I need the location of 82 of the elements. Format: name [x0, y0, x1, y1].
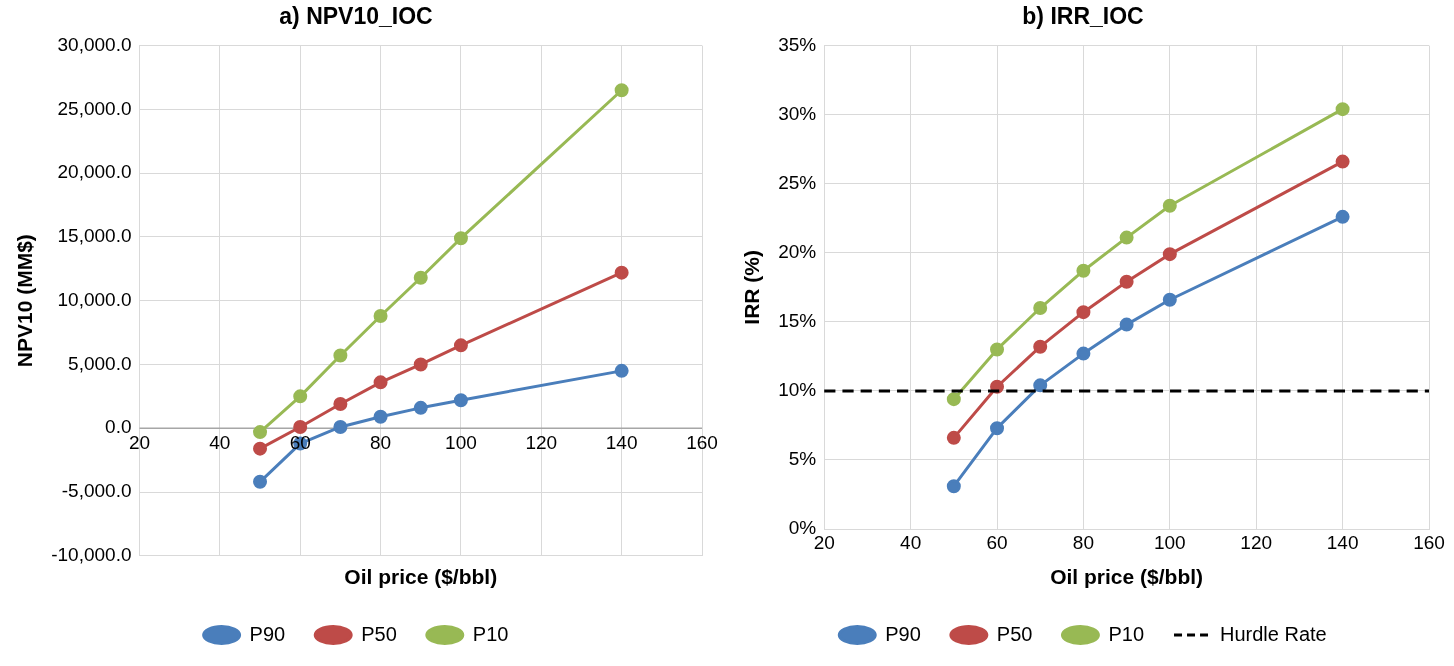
chart-title: a) NPV10_IOC — [279, 3, 433, 30]
legend-label: P10 — [1108, 622, 1145, 645]
x-axis-title: Oil price ($/bbl) — [1050, 565, 1204, 589]
x-tick-label: 60 — [986, 531, 1008, 553]
legend-label: P50 — [361, 622, 397, 645]
y-tick-label: 10% — [778, 379, 817, 401]
point — [1162, 198, 1177, 213]
y-axis-title: NPV10 (MM$) — [13, 234, 37, 368]
point — [1076, 305, 1091, 320]
point — [1119, 230, 1134, 245]
point — [614, 363, 629, 378]
y-tick-label: 20% — [778, 241, 817, 263]
x-tick-label: 120 — [525, 431, 558, 453]
point — [990, 421, 1005, 436]
y-tick-label: 25% — [778, 171, 817, 193]
point — [373, 375, 388, 390]
point — [614, 83, 629, 98]
point — [946, 430, 961, 445]
point — [373, 409, 388, 424]
y-tick-label: 5,000.0 — [68, 352, 132, 374]
point — [1033, 339, 1048, 354]
y-tick-label: 5% — [788, 448, 817, 470]
point — [946, 479, 961, 494]
point — [453, 338, 468, 353]
x-tick-label: 160 — [686, 431, 718, 453]
point — [1076, 346, 1091, 361]
point — [1119, 317, 1134, 332]
point — [333, 397, 348, 412]
x-tick-label: 140 — [1326, 531, 1359, 553]
y-tick-label: 35% — [778, 33, 817, 55]
y-tick-label: -5,000.0 — [61, 480, 132, 502]
legend-label: P50 — [996, 622, 1033, 645]
point — [1033, 301, 1048, 316]
legend-label: Hurdle Rate — [1220, 622, 1327, 645]
point — [990, 342, 1005, 357]
point — [413, 357, 428, 372]
y-axis-title: IRR (%) — [740, 249, 764, 325]
legend-label: P90 — [249, 622, 286, 645]
point — [373, 309, 388, 324]
y-tick-label: 25,000.0 — [57, 97, 132, 119]
y-tick-label: 15% — [778, 310, 817, 332]
point — [253, 474, 268, 489]
point — [293, 419, 308, 434]
point — [1076, 263, 1091, 278]
point — [253, 441, 268, 456]
x-tick-label: 80 — [369, 431, 392, 453]
x-tick-label: 80 — [1072, 531, 1094, 553]
y-tick-label: -10,000.0 — [51, 544, 132, 566]
x-tick-label: 120 — [1240, 531, 1273, 553]
y-tick-label: 20,000.0 — [57, 161, 132, 183]
point — [1162, 247, 1177, 262]
point — [453, 393, 468, 408]
x-tick-label: 40 — [209, 431, 231, 453]
point — [614, 265, 629, 280]
point — [1335, 209, 1350, 224]
point — [453, 231, 468, 246]
x-tick-label: 100 — [1153, 531, 1186, 553]
point — [1335, 102, 1350, 117]
y-tick-label: 10,000.0 — [57, 288, 132, 310]
y-tick-label: 30,000.0 — [57, 33, 132, 55]
point — [946, 392, 961, 407]
x-tick-label: 160 — [1413, 531, 1445, 553]
point — [333, 419, 348, 434]
point — [413, 400, 428, 415]
chart-title: b) IRR_IOC — [1022, 3, 1144, 30]
point — [1335, 154, 1350, 169]
point — [1033, 378, 1048, 393]
x-tick-label: 40 — [900, 531, 922, 553]
legend-label: P10 — [472, 622, 509, 645]
point — [293, 389, 308, 404]
y-tick-label: 15,000.0 — [57, 225, 132, 247]
point — [1162, 292, 1177, 307]
point — [413, 270, 428, 285]
x-axis-title: Oil price ($/bbl) — [344, 565, 498, 589]
point — [333, 348, 348, 363]
x-tick-label: 100 — [445, 431, 477, 453]
point — [253, 425, 268, 440]
y-tick-label: 0.0 — [105, 416, 132, 438]
y-tick-label: 30% — [778, 102, 817, 124]
x-tick-label: 140 — [605, 431, 638, 453]
legend-label: P90 — [885, 622, 921, 645]
point — [1119, 274, 1134, 289]
